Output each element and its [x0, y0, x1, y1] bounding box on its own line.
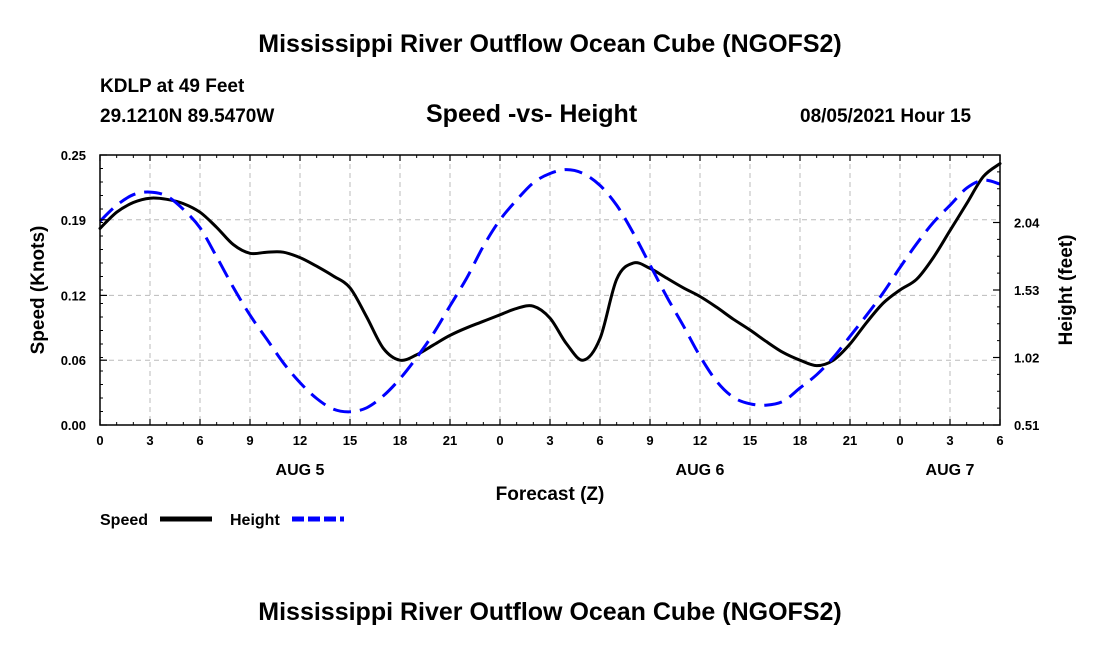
chart-subtitle: Speed -vs- Height [426, 100, 638, 128]
series-line-speed [98, 162, 1002, 368]
x-tick-label: 0 [96, 433, 103, 448]
station-coordinates: 29.1210N 89.5470W [100, 106, 275, 127]
day-label: AUG 5 [276, 462, 325, 479]
x-tick-label: 12 [293, 433, 307, 448]
x-tick-label: 0 [896, 433, 903, 448]
footer-title: Mississippi River Outflow Ocean Cube (NG… [258, 598, 842, 626]
y-axis-right-label: Height (feet) [1056, 235, 1077, 346]
series-layer [98, 162, 1002, 414]
y-left-tick-label: 0.12 [61, 288, 86, 303]
day-label: AUG 6 [676, 462, 725, 479]
page-title: Mississippi River Outflow Ocean Cube (NG… [258, 30, 842, 58]
legend-label-speed: Speed [100, 512, 148, 529]
x-tick-label: 6 [196, 433, 203, 448]
y-right-tick-label: 2.04 [1014, 216, 1040, 231]
x-tick-label: 3 [546, 433, 553, 448]
day-label: AUG 7 [926, 462, 975, 479]
y-right-tick-label: 1.02 [1014, 351, 1039, 366]
forecast-datetime: 08/05/2021 Hour 15 [800, 106, 972, 127]
x-tick-label: 6 [996, 433, 1003, 448]
y-axis-left-label: Speed (Knots) [28, 226, 49, 355]
x-tick-label: 12 [693, 433, 707, 448]
x-tick-label: 3 [946, 433, 953, 448]
x-tick-label: 9 [646, 433, 653, 448]
y-right-tick-label: 1.53 [1014, 283, 1039, 298]
x-tick-label: 0 [496, 433, 503, 448]
y-left-tick-label: 0.25 [61, 148, 86, 163]
y-left-tick-label: 0.06 [61, 353, 86, 368]
x-axis-label: Forecast (Z) [496, 484, 605, 505]
y-left-tick-label: 0.00 [61, 418, 86, 433]
grid-layer [100, 155, 1000, 425]
x-tick-label: 15 [343, 433, 357, 448]
x-tick-label: 18 [793, 433, 807, 448]
x-tick-label: 21 [443, 433, 457, 448]
x-tick-label: 3 [146, 433, 153, 448]
x-tick-label: 18 [393, 433, 407, 448]
legend: Speed Height [100, 512, 344, 529]
x-tick-label: 15 [743, 433, 757, 448]
y-right-tick-label: 0.51 [1014, 418, 1039, 433]
x-tick-label: 6 [596, 433, 603, 448]
legend-label-height: Height [230, 512, 280, 529]
tick-layer: 0 3 6 9 12 15 18 21 0 3 6 9 12 15 18 21 0 3 6 0.00 0.06 0.12 0… [61, 148, 1040, 479]
station-label: KDLP at 49 Feet [100, 76, 245, 97]
x-tick-label: 21 [843, 433, 857, 448]
x-tick-label: 9 [246, 433, 253, 448]
series-line-height [98, 168, 1001, 414]
y-left-tick-label: 0.19 [61, 213, 86, 228]
